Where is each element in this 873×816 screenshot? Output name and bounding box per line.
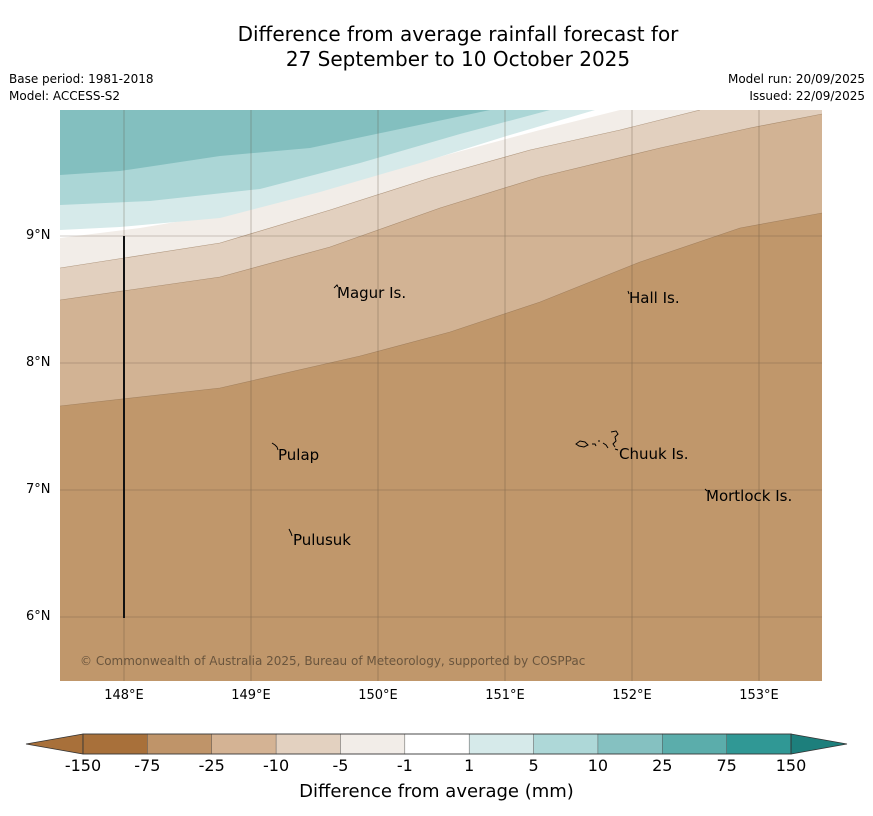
colorbar-tick-label: 1: [464, 756, 475, 775]
lon-label-148E: 148°E: [104, 688, 144, 703]
colorbar-tick-label: -75: [134, 756, 161, 775]
lat-label-9N: 9°N: [26, 228, 51, 243]
map-grid: [60, 110, 822, 681]
place-mortlock: Mortlock Is.: [706, 487, 793, 505]
colorbar-extend-low: [25, 733, 84, 755]
copyright-notice: © Commonwealth of Australia 2025, Bureau…: [80, 654, 586, 668]
colorbar-segment: [275, 733, 342, 755]
place-hall: Hall Is.: [629, 289, 680, 307]
title-line-2: 27 September to 10 October 2025: [285, 47, 631, 71]
colorbar-tick-label: -1: [396, 756, 413, 775]
colorbar-tick-label: -25: [198, 756, 225, 775]
mortlock-outline: [704, 488, 708, 492]
colorbar-segment: [211, 733, 277, 755]
colorbar-extend-high: [790, 733, 848, 755]
lat-label-7N: 7°N: [26, 482, 51, 497]
colorbar-segment: [340, 733, 406, 755]
place-pulusuk: Pulusuk: [293, 531, 351, 549]
base-period: Base period: 1981-2018: [9, 72, 154, 86]
colorbar-segment: [404, 733, 470, 755]
pulap-outline: [271, 442, 279, 451]
colorbar-tick-label: 150: [775, 756, 807, 775]
rainfall-map: [60, 110, 822, 681]
model-name: Model: ACCESS-S2: [9, 89, 121, 103]
lon-label-151E: 151°E: [485, 688, 525, 703]
lat-label-6N: 6°N: [26, 609, 51, 624]
title-line-1: Difference from average rainfall forecas…: [237, 22, 679, 46]
lon-label-152E: 152°E: [612, 688, 652, 703]
colorbar-segment: [662, 733, 728, 755]
magur-outline: [333, 284, 339, 289]
lat-label-8N: 8°N: [26, 355, 51, 370]
island-outlines: [271, 284, 708, 537]
colorbar-tick-label: 75: [716, 756, 737, 775]
colorbar-label: Difference from average (mm): [299, 781, 574, 802]
place-chuuk: Chuuk Is.: [619, 445, 689, 463]
chart-title: Difference from average rainfall forecas…: [0, 22, 873, 72]
colorbar-segment: [597, 733, 664, 755]
colorbar-segments: [25, 733, 848, 755]
colorbar-segment: [533, 733, 599, 755]
band-plus-10: [60, 110, 490, 175]
colorbar-tick-label: -10: [263, 756, 290, 775]
colorbar-tick-label: 10: [587, 756, 609, 775]
lon-label-149E: 149°E: [231, 688, 271, 703]
place-pulap: Pulap: [278, 446, 320, 464]
hall-outline: [627, 290, 630, 295]
colorbar-tick-label: -150: [64, 756, 102, 775]
chuuk-outline: [575, 430, 619, 451]
map-svg: [60, 110, 822, 681]
colorbar-segment: [726, 733, 792, 755]
colorbar-tick-label: 25: [652, 756, 673, 775]
colorbar: [25, 733, 848, 755]
lon-label-153E: 153°E: [739, 688, 779, 703]
meta-left: Base period: 1981-2018 Model: ACCESS-S2: [9, 71, 154, 105]
pulusuk-outline: [288, 528, 293, 537]
colorbar-segment: [468, 733, 535, 755]
colorbar-tick-label: 5: [528, 756, 539, 775]
meta-right: Model run: 20/09/2025 Issued: 22/09/2025: [728, 71, 865, 105]
issued-date: Issued: 22/09/2025: [749, 89, 865, 103]
colorbar-frame: [82, 733, 792, 755]
lon-label-150E: 150°E: [358, 688, 398, 703]
contour-lines: [60, 110, 822, 407]
colorbar-segment: [147, 733, 213, 755]
colorbar-segment: [82, 733, 149, 755]
model-run: Model run: 20/09/2025: [727, 72, 865, 86]
place-magur: Magur Is.: [337, 284, 407, 302]
colorbar-tick-label: -5: [332, 756, 349, 775]
